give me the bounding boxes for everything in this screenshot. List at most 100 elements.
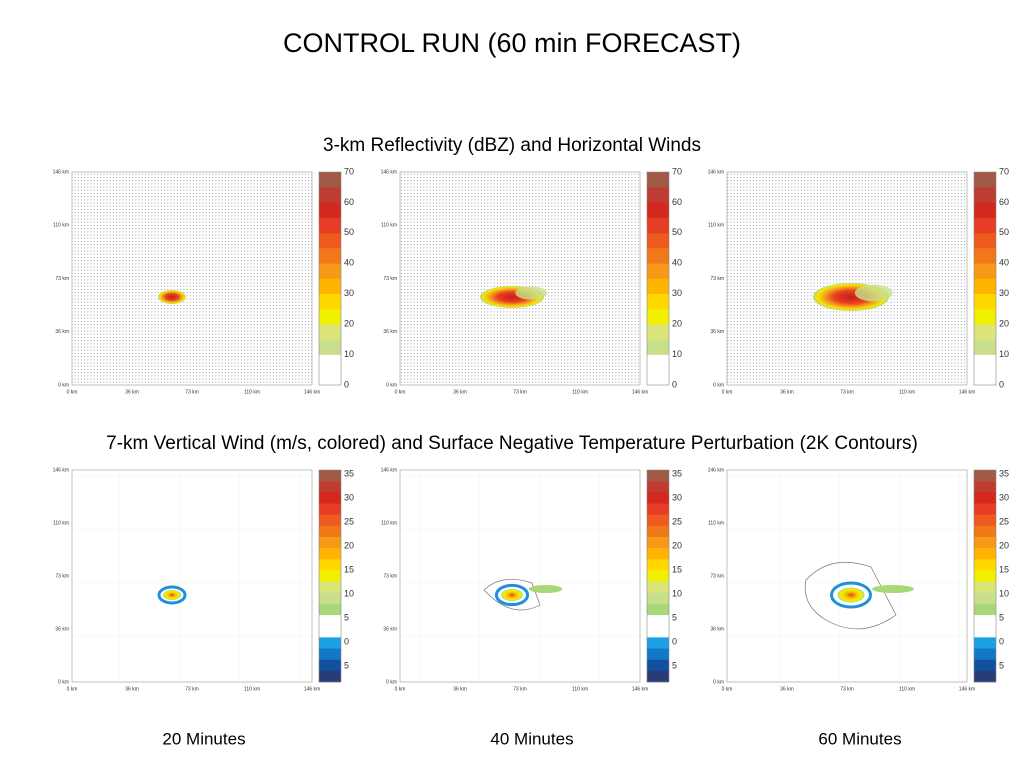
updraft [837,587,865,603]
colorbar-cell [319,559,341,571]
colorbar-cell [319,324,341,340]
y-tick-label: 0 km [386,679,397,685]
colorbar-label: 30 [999,492,1009,502]
plot-area [726,171,968,386]
y-tick-label: 0 km [58,382,69,388]
x-tick-label: 36 km [125,389,139,395]
x-tick-label: 146 km [959,686,975,692]
colorbar-label: 70 [999,166,1009,176]
x-tick-label: 73 km [840,686,854,692]
colorbar-label: 35 [672,468,682,478]
colorbar-cell [319,202,341,218]
colorbar-label: 40 [344,258,354,268]
colorbar-cell [647,626,669,638]
colorbar-cell [319,648,341,660]
colorbar-cell [319,172,341,188]
colorbar-label: 30 [672,288,682,298]
colorbar-label: 15 [344,564,354,574]
colorbar-cell [647,354,669,371]
colorbar-cell [974,202,996,218]
colorbar-cell [974,308,996,325]
colorbar-label: 30 [344,492,354,502]
colorbar-cell [974,324,996,340]
y-tick-label: 0 km [386,382,397,388]
colorbar-cell [319,670,341,683]
y-tick-label: 146 km [53,467,69,473]
colorbar-cell [974,481,996,493]
colorbar-cell [974,492,996,504]
colorbar-cell [974,278,996,295]
colorbar-cell [974,503,996,515]
colorbar-cell [647,559,669,571]
colorbar-frame [973,171,997,386]
colorbar-cell [974,536,996,549]
colorbar-cell [974,670,996,683]
colorbar-label: 60 [999,197,1009,207]
x-tick-label: 146 km [304,686,320,692]
colorbar-cell [647,581,669,594]
colorbar-cell [319,263,341,279]
colorbar-cell [647,202,669,218]
x-tick-label: 36 km [780,389,794,395]
y-tick-label: 73 km [710,276,724,282]
colorbar-cell [319,570,341,582]
colorbar-cell [647,232,669,249]
colorbar-cell [647,659,669,672]
colorbar-cell [974,293,996,310]
colorbar-cell [647,503,669,515]
plot-area [399,171,641,386]
colorbar-cell [647,172,669,188]
colorbar-cell [647,525,669,538]
plot-area [71,469,313,683]
y-tick-label: 73 km [710,573,724,579]
x-tick-label: 146 km [632,389,648,395]
colorbar-cell [974,603,996,616]
colorbar-cell [974,339,996,355]
x-tick-label: 110 km [244,389,260,395]
caption: 40 Minutes [490,729,573,748]
y-tick-label: 110 km [53,520,69,526]
colorbar-cell [647,308,669,325]
x-tick-label: 73 km [513,686,527,692]
colorbar-cell [974,187,996,203]
colorbar-frame [318,171,342,386]
colorbar-cell [647,603,669,616]
y-tick-label: 73 km [383,573,397,579]
colorbar-cell [647,615,669,627]
colorbar-label: 60 [344,197,354,207]
colorbar-cell [647,187,669,203]
x-tick-label: 0 km [395,686,406,692]
y-tick-label: 36 km [710,329,724,335]
colorbar-cell [647,670,669,683]
updraft [163,590,181,600]
y-tick-label: 110 km [708,520,724,526]
colorbar-cell [974,559,996,571]
x-tick-label: 146 km [959,389,975,395]
colorbar-cell [974,354,996,371]
colorbar-cell [319,470,341,482]
y-tick-label: 36 km [55,626,69,632]
y-tick-label: 110 km [381,223,397,229]
y-tick-label: 146 km [381,467,397,473]
y-tick-label: 36 km [55,329,69,335]
x-tick-label: 110 km [899,686,915,692]
x-tick-label: 36 km [453,389,467,395]
colorbar-cell [647,536,669,549]
x-tick-label: 110 km [572,389,588,395]
y-tick-label: 110 km [53,223,69,229]
colorbar-cell [647,514,669,527]
colorbar-label: 50 [344,227,354,237]
y-tick-label: 36 km [383,626,397,632]
colorbar-frame [973,469,997,683]
colorbar-cell [974,217,996,234]
colorbar-cell [647,263,669,279]
colorbar-label: 60 [672,197,682,207]
colorbar-cell [319,615,341,627]
x-tick-label: 0 km [722,686,733,692]
y-tick-label: 36 km [710,626,724,632]
colorbar-label: 5 [999,660,1004,670]
colorbar-label: 30 [344,288,354,298]
x-tick-label: 110 km [244,686,260,692]
colorbar-cell [647,339,669,355]
